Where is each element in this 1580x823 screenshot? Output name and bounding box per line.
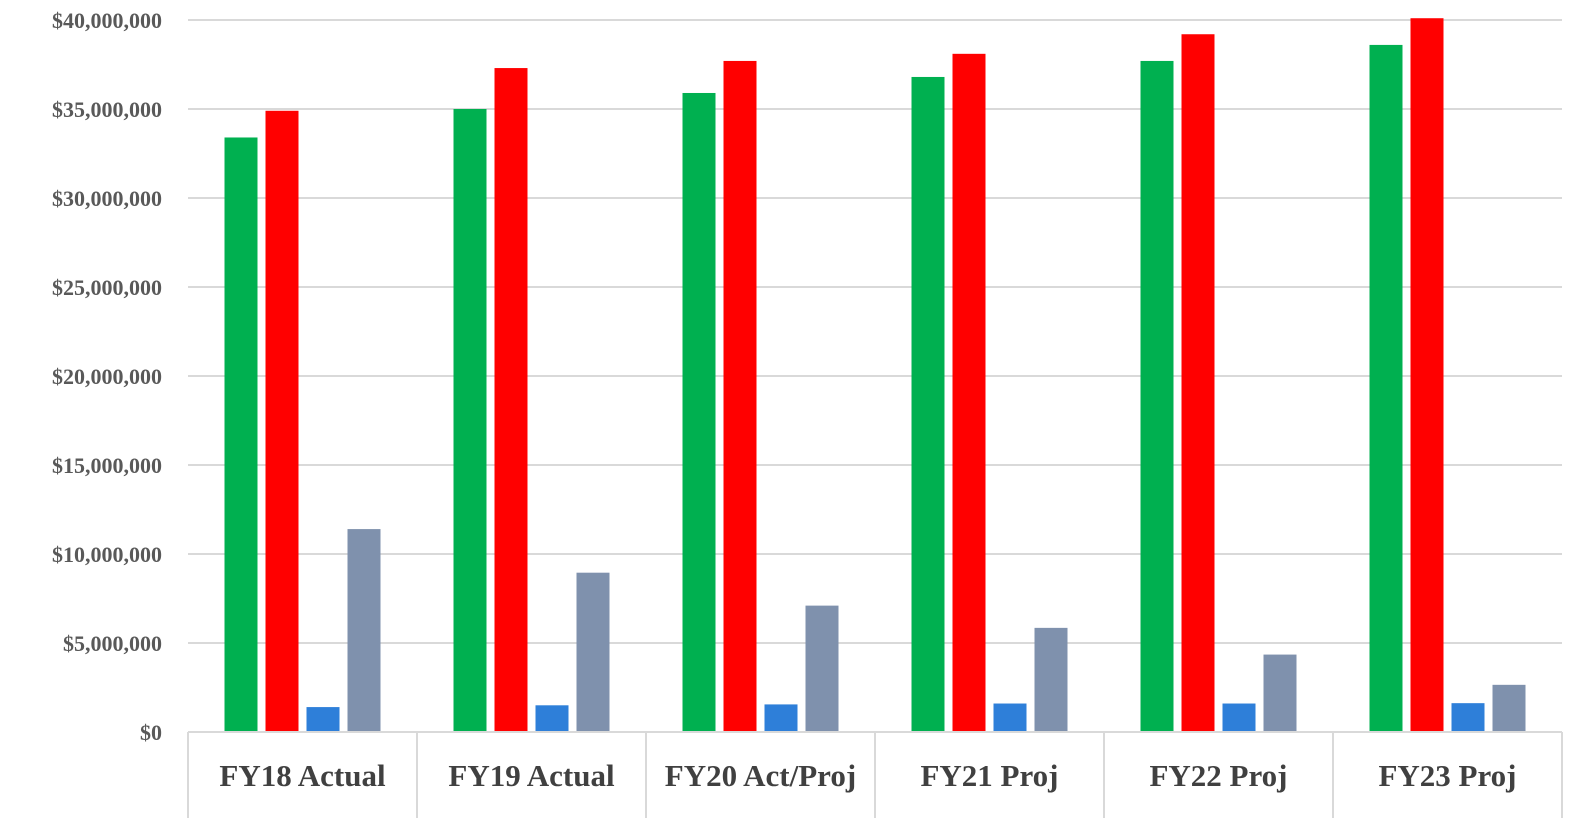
bar <box>453 109 487 732</box>
y-tick-label: $10,000,000 <box>52 542 162 567</box>
bar <box>723 60 757 732</box>
bar <box>224 137 258 733</box>
bar <box>1034 627 1068 732</box>
y-tick-label: $30,000,000 <box>52 186 162 211</box>
y-axis-tick-labels: $0 $5,000,000 $10,000,000 $15,000,000 $20,00… <box>52 8 162 745</box>
x-tick-label: FY22 Proj <box>1149 758 1287 793</box>
bar <box>952 53 986 732</box>
bar <box>682 92 716 733</box>
bars-layer <box>224 18 1526 733</box>
y-tick-label: $15,000,000 <box>52 453 162 478</box>
bar <box>1222 703 1256 732</box>
x-tick-label: FY19 Actual <box>448 758 615 793</box>
bar <box>347 529 381 732</box>
bar <box>993 703 1027 732</box>
y-tick-label: $0 <box>140 720 162 745</box>
bar <box>306 707 340 732</box>
bar <box>1410 18 1444 733</box>
bar <box>1451 703 1485 732</box>
bar <box>1492 684 1526 732</box>
bar <box>1369 44 1403 733</box>
bar <box>1263 654 1297 732</box>
bar <box>1140 60 1174 732</box>
y-tick-label: $25,000,000 <box>52 275 162 300</box>
bar <box>805 605 839 732</box>
y-tick-label: $5,000,000 <box>63 631 162 656</box>
bar <box>911 76 945 732</box>
x-axis-table: FY18 Actual FY19 Actual FY20 Act/Proj FY21 … <box>187 731 1563 818</box>
y-tick-label: $35,000,000 <box>52 97 162 122</box>
x-tick-label: FY18 Actual <box>219 758 386 793</box>
x-tick-label: FY20 Act/Proj <box>665 758 856 793</box>
bar <box>265 110 299 732</box>
y-tick-label: $20,000,000 <box>52 364 162 389</box>
grid-layer <box>188 19 1562 644</box>
bar <box>494 68 528 732</box>
x-tick-label: FY23 Proj <box>1378 758 1516 793</box>
y-tick-label: $40,000,000 <box>52 8 162 33</box>
bar <box>535 705 569 732</box>
bar <box>1181 34 1215 733</box>
bar <box>764 704 798 732</box>
x-tick-label: FY21 Proj <box>920 758 1058 793</box>
bar <box>576 572 610 732</box>
